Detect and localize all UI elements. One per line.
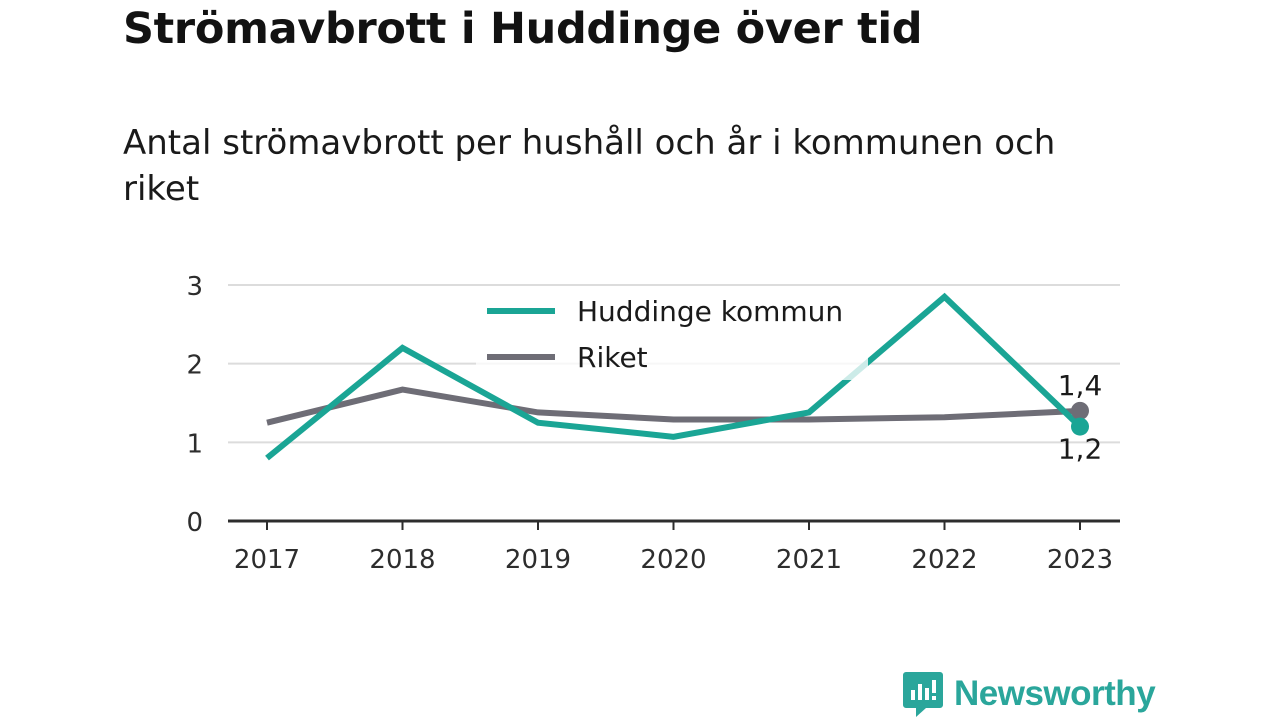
- series-line-huddinge: [265, 292, 1083, 461]
- x-tick-label: 2020: [640, 545, 706, 575]
- brand-name: Newsworthy: [954, 674, 1156, 713]
- y-tick-labels: 0 1 2 3: [186, 272, 203, 538]
- end-point-huddinge: [1071, 417, 1089, 436]
- y-tick-label: 3: [186, 272, 203, 302]
- x-tick-label: 2023: [1047, 545, 1113, 575]
- y-tick-label: 2: [186, 351, 203, 381]
- x-tick-label: 2017: [234, 545, 300, 575]
- x-tick-label: 2019: [505, 545, 571, 575]
- legend-background: [476, 287, 868, 380]
- newsworthy-logo-icon: [903, 672, 943, 717]
- y-tick-label: 1: [186, 429, 203, 459]
- x-tick-label: 2022: [911, 545, 977, 575]
- x-tick-label: 2021: [776, 545, 842, 575]
- legend-label: Riket: [577, 341, 648, 374]
- x-tick-label: 2018: [369, 545, 435, 575]
- legend: Huddinge kommun Riket: [476, 287, 868, 380]
- y-tick-label: 0: [186, 508, 203, 538]
- series-line-riket: [266, 386, 1081, 426]
- x-axis: 2017 2018 2019 2020 2021 2022 2023: [228, 519, 1120, 575]
- legend-label: Huddinge kommun: [577, 295, 843, 328]
- brand: Newsworthy: [902, 670, 1156, 718]
- chart-subtitle: Antal strömavbrott per hushåll och år i …: [123, 123, 1056, 209]
- end-label-riket: 1,4: [1058, 369, 1103, 402]
- end-point-riket: [1071, 401, 1089, 420]
- series-lines: [265, 292, 1089, 461]
- end-labels: 1,4 1,2: [1058, 369, 1103, 466]
- end-label-huddinge: 1,2: [1058, 433, 1103, 466]
- chart-title: Strömavbrott i Huddinge över tid: [123, 4, 923, 54]
